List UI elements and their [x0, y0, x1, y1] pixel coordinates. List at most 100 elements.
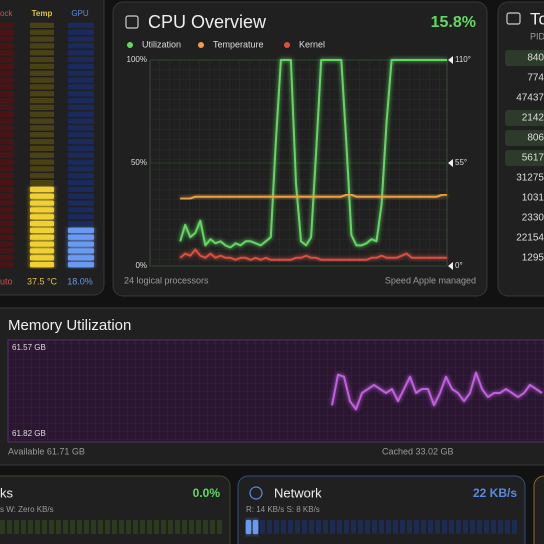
network-segment [512, 520, 517, 534]
meter-segment-lit [30, 193, 54, 199]
y-tick-label: 61.57 GB [12, 343, 46, 352]
pid-cell: 2142 [522, 113, 544, 124]
meter-segment [0, 241, 14, 247]
cpu-value: 15.8% [431, 14, 476, 31]
meter-segment [0, 22, 14, 29]
network-segment [288, 520, 293, 534]
disk-segment [84, 520, 89, 534]
network-segment [365, 520, 370, 534]
meter-segment [68, 36, 94, 42]
meter-segment [30, 166, 54, 172]
meter-segment [68, 173, 94, 179]
meter-segment-lit [30, 227, 54, 234]
meter-segment [0, 255, 14, 261]
network-segment [316, 520, 321, 534]
meter-segment [30, 159, 54, 165]
network-segment [358, 520, 363, 534]
pid-cell: 31275 [516, 173, 544, 184]
meter-segment-lit [68, 248, 94, 254]
network-segment [337, 520, 342, 534]
network-segment [463, 520, 468, 534]
pid-cell: 1031 [522, 193, 544, 204]
pid-cell: 2330 [522, 213, 544, 224]
series-line [179, 248, 447, 261]
network-segment [456, 520, 461, 534]
meter-segment-lit [68, 241, 94, 247]
network-segment [491, 520, 496, 534]
meter-segment-lit [68, 227, 94, 234]
meter-segment [30, 22, 54, 29]
meter-segment [30, 138, 54, 145]
disk-segment [154, 520, 159, 534]
disk-segment [147, 520, 152, 534]
meter-segment-lit [68, 234, 94, 240]
meter-segment [30, 43, 54, 49]
meter-segment-lit [30, 241, 54, 247]
meter-segment [68, 193, 94, 199]
y-tick-label: 0% [135, 261, 147, 270]
series-line [179, 59, 447, 249]
network-segment [449, 520, 454, 534]
meter-segment [68, 166, 94, 172]
pid-cell: 5617 [522, 153, 544, 164]
disk-segment [175, 520, 180, 534]
meter-segment [68, 77, 94, 83]
disk-segment [35, 520, 40, 534]
cpu-icon [125, 15, 139, 29]
disk-segment [7, 520, 12, 534]
network-segment [309, 520, 314, 534]
meter-segment [0, 50, 14, 56]
meter-segment [0, 207, 14, 213]
meter-segment [30, 104, 54, 111]
disk-segment [161, 520, 166, 534]
meter-segment [30, 63, 54, 70]
network-segment [421, 520, 426, 534]
network-segment [351, 520, 356, 534]
network-segment [379, 520, 384, 534]
network-value: 22 KB/s [473, 486, 517, 500]
meter-segment [30, 145, 54, 152]
meter-segment [68, 50, 94, 56]
meter-reading: 18.0% [67, 276, 93, 286]
meter-segment [0, 138, 14, 145]
meter-segment [68, 104, 94, 111]
network-segment [302, 520, 307, 534]
network-segment [470, 520, 475, 534]
meter-segment [68, 132, 94, 138]
meter-segment [0, 179, 14, 186]
network-segment [484, 520, 489, 534]
meter-segment [68, 214, 94, 220]
meter-header: Temp [32, 9, 53, 18]
meter-reading: 37.5 °C [27, 276, 58, 286]
meter-segment [68, 152, 94, 158]
list-icon [506, 12, 521, 25]
meter-segment [0, 214, 14, 220]
meter-segment [68, 159, 94, 165]
meter-header: GPU [71, 9, 89, 18]
meter-segment [30, 111, 54, 117]
pid-cell: 806 [527, 133, 544, 144]
network-segment [393, 520, 398, 534]
column-header: PID [530, 31, 544, 41]
pid-cell: 1295 [522, 253, 544, 264]
plot-grid [7, 339, 544, 443]
network-segment [407, 520, 412, 534]
meter-segment [68, 63, 94, 70]
legend-swatch [284, 42, 290, 48]
meter-segment [0, 56, 14, 63]
row-highlight [505, 150, 544, 166]
disk-segment [217, 520, 222, 534]
meter-segment [68, 84, 94, 90]
meter-segment-lit [30, 234, 54, 240]
meter-segment [30, 36, 54, 42]
meter-segment-lit [30, 255, 54, 261]
meter-segment [0, 104, 14, 111]
meter-segment [30, 132, 54, 138]
footer-text: Speed Apple managed [385, 275, 476, 285]
disk-segment [56, 520, 61, 534]
meter-segment [68, 22, 94, 29]
meter-segment [0, 248, 14, 254]
legend-label: Kernel [299, 39, 325, 49]
